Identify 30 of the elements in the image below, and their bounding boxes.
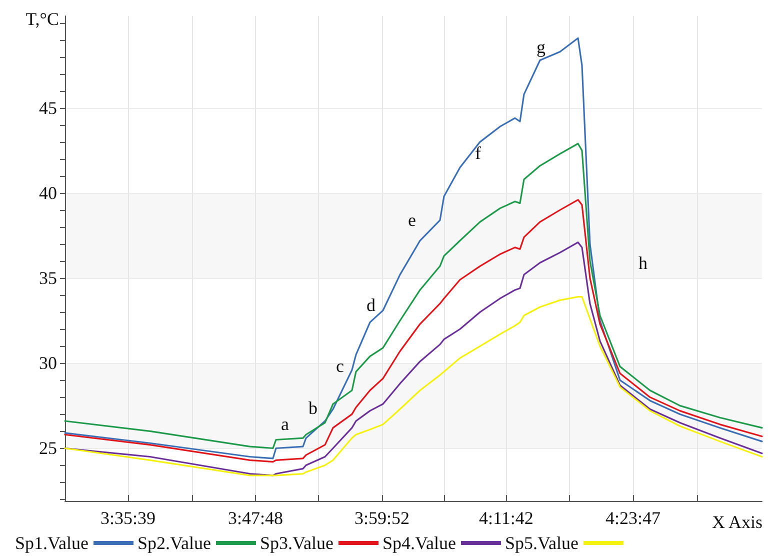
x-axis-title: X Axis <box>712 512 763 532</box>
line-series <box>64 242 763 476</box>
annotation: h <box>638 253 648 273</box>
y-tick-label: 45 <box>39 98 57 118</box>
y-axis-title: T,°C <box>26 9 59 29</box>
legend-label: Sp3.Value <box>260 533 334 553</box>
annotation: a <box>281 414 289 434</box>
y-tick-label: 25 <box>39 438 57 458</box>
legend-label: Sp4.Value <box>382 533 456 553</box>
line-series <box>64 296 763 476</box>
annotation: e <box>408 210 416 230</box>
x-tick-label: 4:11:42 <box>479 508 534 528</box>
legend-label: Sp5.Value <box>504 533 578 553</box>
line-series <box>64 142 763 450</box>
y-tick-label: 40 <box>39 182 57 203</box>
annotation: d <box>366 295 376 315</box>
annotation: f <box>475 143 481 163</box>
legend-label: Sp1.Value <box>14 533 88 553</box>
x-tick-label: 3:35:39 <box>100 508 156 528</box>
x-tick-label: 3:59:52 <box>354 508 410 528</box>
annotation: c <box>336 356 344 376</box>
y-tick-label: 30 <box>39 353 57 374</box>
x-tick-label: 3:47:48 <box>228 508 283 528</box>
x-tick-label: 4:23:47 <box>605 508 660 528</box>
annotation: b <box>308 398 318 418</box>
line-series <box>64 37 763 460</box>
annotation: g <box>536 37 546 57</box>
y-tick-label: 35 <box>39 268 57 288</box>
line-series <box>64 198 763 463</box>
legend-label: Sp2.Value <box>137 533 211 553</box>
